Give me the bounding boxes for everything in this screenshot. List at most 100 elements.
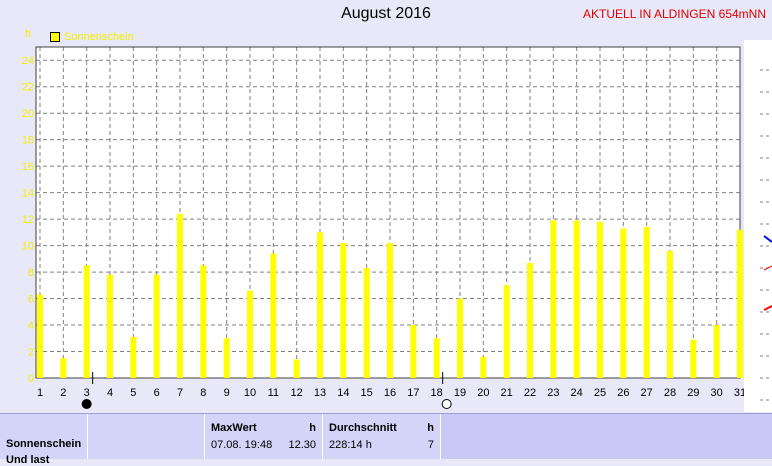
bar-20 <box>480 356 487 378</box>
x-tick-label: 16 <box>384 387 396 399</box>
full-moon-icon <box>441 399 452 409</box>
x-tick-label: 3 <box>84 387 90 399</box>
y-tick-label: 18 <box>22 135 34 147</box>
y-tick-label: 6 <box>28 294 34 306</box>
legend-label: Sonnenschein <box>64 31 134 43</box>
x-tick-label: 22 <box>524 387 536 399</box>
bar-25 <box>597 221 603 378</box>
side-blue-line <box>763 235 772 243</box>
max-cell: MaxWert h 07.08. 19:48 12.30 <box>205 414 323 459</box>
x-tick-label: 13 <box>314 387 326 399</box>
y-tick-label: 24 <box>22 55 34 67</box>
row-label-cell: Sonnenschein Und last <box>0 414 88 466</box>
bar-2 <box>60 358 67 378</box>
bar-8 <box>200 265 207 378</box>
bar-22 <box>527 262 533 378</box>
x-tick-label: 1 <box>37 387 43 399</box>
y-tick-label: 16 <box>22 161 34 173</box>
y-tick-label: 12 <box>22 214 34 226</box>
bar-19 <box>457 298 463 378</box>
avg-unit: h <box>427 422 434 434</box>
station-label: AKTUELL IN ALDINGEN 654mNN <box>583 7 766 21</box>
avg-cell: Durchschnitt h 228:14 h 7 <box>323 414 441 459</box>
x-tick-label: 8 <box>200 387 206 399</box>
bar-18 <box>433 338 440 378</box>
x-tick-label: 12 <box>291 387 303 399</box>
bar-21 <box>503 285 510 378</box>
bar-23 <box>550 220 557 378</box>
bar-17 <box>410 325 417 378</box>
x-tick-label: 7 <box>177 387 183 399</box>
bar-30 <box>713 325 720 378</box>
bar-4 <box>107 274 113 378</box>
new-moon-icon <box>81 399 92 409</box>
x-tick-label: 9 <box>224 387 230 399</box>
max-time: 19:48 <box>244 439 273 451</box>
side-red-line-2 <box>763 305 772 311</box>
y-tick-label: 22 <box>22 82 34 94</box>
bar-15 <box>363 268 370 378</box>
bar-26 <box>620 228 627 378</box>
x-tick-label: 25 <box>594 387 606 399</box>
y-tick-label: 2 <box>28 347 34 359</box>
x-tick-label: 29 <box>687 387 699 399</box>
x-tick-label: 18 <box>431 387 443 399</box>
avg-header: Durchschnitt <box>329 422 397 434</box>
bar-9 <box>223 338 230 378</box>
bar-16 <box>387 242 393 378</box>
x-tick-label: 21 <box>501 387 513 399</box>
bar-29 <box>690 339 697 378</box>
y-tick-label: 20 <box>22 108 34 120</box>
bar-5 <box>130 336 137 378</box>
spacer-cell <box>88 414 205 459</box>
bar-14 <box>340 242 347 378</box>
x-tick-label: 2 <box>60 387 66 399</box>
x-tick-label: 19 <box>454 387 466 399</box>
bar-7 <box>177 213 183 378</box>
y-tick-label: 4 <box>28 320 34 332</box>
x-tick-label: 6 <box>154 387 160 399</box>
x-tick-label: 31 <box>734 387 746 399</box>
bar-31 <box>737 229 743 378</box>
summary-table: Sonnenschein Und last MaxWert h 07.08. 1… <box>0 413 772 466</box>
y-tick-label: 10 <box>22 241 34 253</box>
x-tick-label: 4 <box>107 387 113 399</box>
y-tick-label: 14 <box>22 188 34 200</box>
max-header: MaxWert <box>211 422 257 434</box>
bar-12 <box>293 359 300 378</box>
avg-value: 7 <box>427 439 434 451</box>
bar-1 <box>37 294 43 378</box>
side-red-line <box>763 265 772 271</box>
x-tick-label: 20 <box>477 387 489 399</box>
x-tick-label: 23 <box>547 387 559 399</box>
row-label: Sonnenschein <box>6 438 82 450</box>
bar-3 <box>83 265 90 378</box>
bar-27 <box>643 227 650 378</box>
y-tick-label: 0 <box>28 373 34 385</box>
x-tick-label: 24 <box>571 387 583 399</box>
bar-11 <box>270 253 277 378</box>
x-tick-label: 5 <box>130 387 136 399</box>
x-tick-label: 14 <box>337 387 349 399</box>
x-tick-label: 11 <box>268 387 279 399</box>
x-tick-label: 30 <box>711 387 723 399</box>
legend: Sonnenschein <box>50 31 134 43</box>
bar-13 <box>317 232 323 378</box>
max-date: 07.08. <box>211 439 242 451</box>
legend-swatch <box>50 32 60 42</box>
bar-6 <box>153 274 160 378</box>
max-value: 12.30 <box>288 439 316 451</box>
x-tick-label: 28 <box>664 387 676 399</box>
y-tick-label: 8 <box>28 267 34 279</box>
x-tick-label: 27 <box>641 387 653 399</box>
bar-24 <box>573 220 580 378</box>
max-unit: h <box>309 422 316 434</box>
y-axis-unit: h <box>25 28 31 40</box>
avg-total: 228:14 h <box>329 439 372 451</box>
x-tick-label: 26 <box>617 387 629 399</box>
chart-title: August 2016 <box>341 5 431 22</box>
bar-10 <box>247 290 253 378</box>
row-label-2: Und last <box>6 454 50 466</box>
bar-28 <box>667 250 673 378</box>
